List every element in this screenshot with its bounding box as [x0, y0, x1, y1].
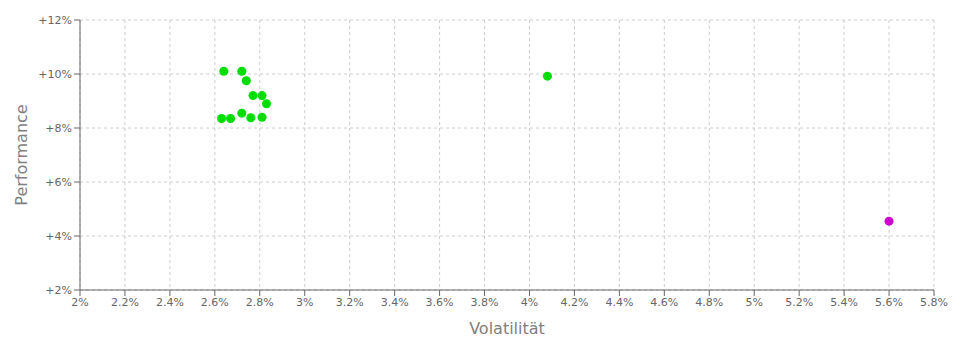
svg-text:5.6%: 5.6% — [875, 296, 903, 309]
svg-text:4.2%: 4.2% — [560, 296, 588, 309]
svg-text:+6%: +6% — [45, 176, 72, 189]
svg-text:+2%: +2% — [45, 284, 72, 297]
svg-text:5.4%: 5.4% — [830, 296, 858, 309]
svg-text:4.6%: 4.6% — [650, 296, 678, 309]
svg-text:2%: 2% — [71, 296, 88, 309]
svg-text:+10%: +10% — [38, 68, 72, 81]
svg-text:4.4%: 4.4% — [605, 296, 633, 309]
svg-text:2.2%: 2.2% — [111, 296, 139, 309]
svg-text:+12%: +12% — [38, 14, 72, 27]
svg-text:2.6%: 2.6% — [201, 296, 229, 309]
svg-text:2.8%: 2.8% — [246, 296, 274, 309]
svg-text:3.6%: 3.6% — [426, 296, 454, 309]
svg-text:4%: 4% — [521, 296, 538, 309]
svg-text:Performance: Performance — [12, 104, 31, 205]
svg-text:+8%: +8% — [45, 122, 72, 135]
svg-text:3%: 3% — [296, 296, 313, 309]
svg-text:3.8%: 3.8% — [471, 296, 499, 309]
svg-text:2.4%: 2.4% — [156, 296, 184, 309]
svg-text:Volatilität: Volatilität — [469, 319, 545, 338]
svg-text:4.8%: 4.8% — [695, 296, 723, 309]
svg-text:5.2%: 5.2% — [785, 296, 813, 309]
svg-text:+4%: +4% — [45, 230, 72, 243]
svg-text:5.8%: 5.8% — [920, 296, 948, 309]
svg-text:3.4%: 3.4% — [381, 296, 409, 309]
svg-text:3.2%: 3.2% — [336, 296, 364, 309]
svg-text:5%: 5% — [745, 296, 762, 309]
